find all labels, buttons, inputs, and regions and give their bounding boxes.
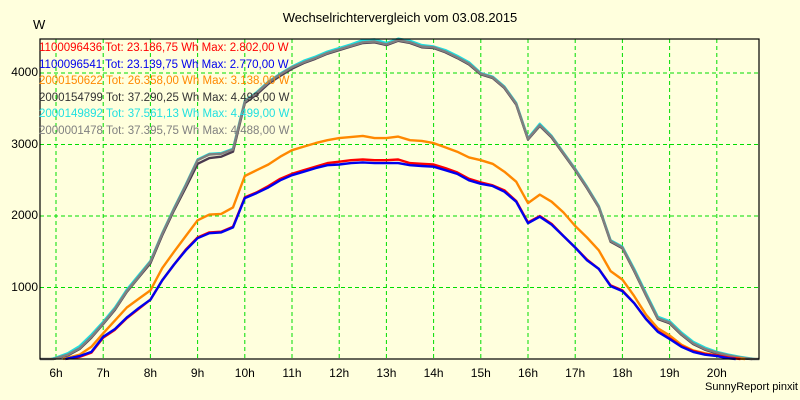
legend-id: 2000001478: [39, 124, 103, 137]
grid-lines: [40, 39, 759, 359]
legend-total: Tot: 26.358,00 Wh: [105, 75, 200, 87]
legend-entry: 2000150622 Tot: 26.358,00 Wh Max: 3.138,…: [39, 73, 289, 90]
legend-id: 2000154799: [39, 91, 103, 104]
legend-id: 1100096436: [39, 42, 103, 54]
footer-credit: SunnyReport pinxit: [705, 381, 798, 393]
x-tick-label: 10h: [234, 366, 255, 380]
legend-id: 1100096541: [39, 58, 103, 71]
x-tick-label: 16h: [517, 366, 539, 380]
x-tick-label: 15h: [470, 366, 491, 380]
series-line-2000001478: [40, 38, 760, 361]
x-tick-label: 7h: [96, 366, 110, 380]
x-tick-label: 14h: [423, 366, 444, 380]
legend-max: Max: 3.138,00 W: [202, 75, 290, 87]
x-tick-label: 12h: [329, 366, 350, 380]
legend-entry: 1100096541 Tot: 23.139,75 Wh Max: 2.770,…: [39, 57, 289, 74]
legend-total: Tot: 37.290,25 Wh: [105, 91, 200, 104]
legend-max: Max: 4.499,00 W: [202, 108, 290, 120]
legend-entry: 2000149892 Tot: 37.561,13 Wh Max: 4.499,…: [39, 106, 289, 123]
plot-border: [39, 38, 760, 360]
x-tick-label: 20h: [706, 366, 727, 380]
legend-max: Max: 2.770,00 W: [201, 58, 289, 71]
x-tick-label: 9h: [190, 366, 205, 380]
legend-total: Tot: 23.139,75 Wh: [105, 58, 199, 71]
legend-total: Tot: 37.561,13 Wh: [105, 108, 200, 120]
series-line-2000150622: [62, 134, 746, 361]
legend-id: 2000149892: [39, 108, 103, 120]
x-tick-label: 19h: [659, 366, 680, 380]
legend-id: 2000150622: [39, 75, 103, 87]
x-tick-label: 18h: [612, 366, 633, 380]
legend-total: Tot: 37.395,75 Wh: [105, 124, 200, 137]
chart-title: Wechselrichtervergleich vom 03.08.2015: [282, 10, 518, 25]
x-tick-label: 17h: [565, 366, 586, 380]
x-tick-label: 8h: [143, 366, 158, 380]
series-line-1100096541: [65, 161, 736, 361]
x-tick-label: 6h: [49, 366, 63, 380]
legend-total: Tot: 23.186,75 Wh: [105, 42, 199, 54]
legend-max: Max: 4.493,00 W: [202, 91, 290, 104]
x-tick-label: 11h: [282, 366, 302, 380]
legend-entry: 1100096436 Tot: 23.186,75 Wh Max: 2.802,…: [39, 40, 289, 57]
y-tick-label: 2000: [11, 208, 38, 222]
legend: 1100096436 Tot: 23.186,75 Wh Max: 2.802,…: [39, 40, 289, 139]
y-tick-label: 1000: [11, 279, 38, 294]
legend-max: Max: 4.488,00 W: [202, 124, 290, 137]
legend-entry: 2000001478 Tot: 37.395,75 Wh Max: 4.488,…: [39, 123, 289, 140]
x-tick-label: 13h: [376, 366, 397, 380]
y-tick-label: 4000: [11, 65, 38, 79]
y-tick-label: 3000: [11, 136, 38, 151]
y-axis-unit-label: W: [33, 17, 46, 32]
legend-max: Max: 2.802,00 W: [201, 42, 289, 54]
legend-entry: 2000154799 Tot: 37.290,25 Wh Max: 4.493,…: [39, 90, 289, 107]
